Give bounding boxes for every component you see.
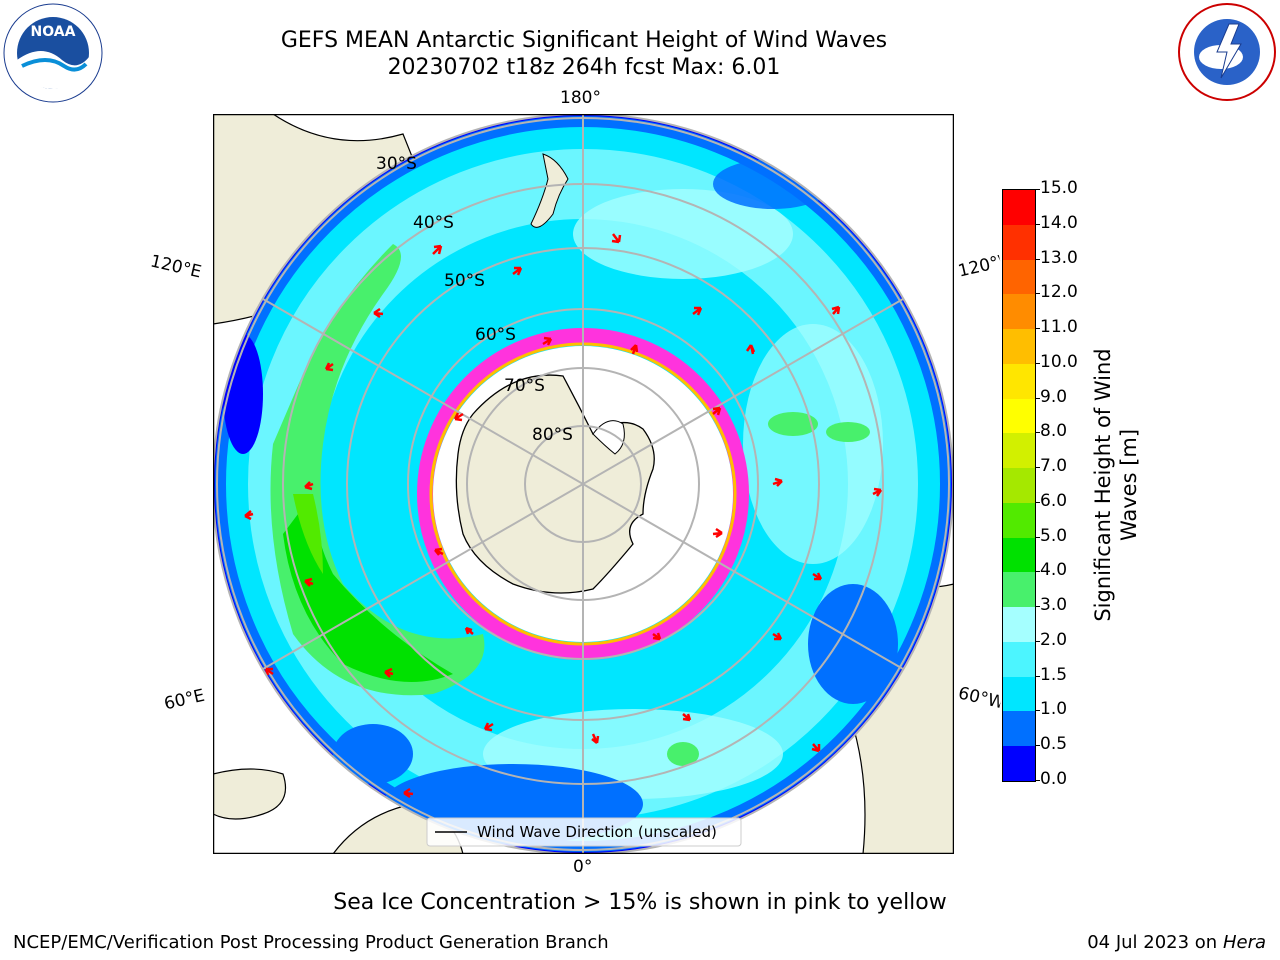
colorbar-tick-label: 14.0 [1040, 212, 1078, 233]
colorbar-tick-label: 0.0 [1040, 769, 1068, 789]
colorbar-segment [1003, 641, 1035, 677]
colorbar-segment [1003, 468, 1035, 503]
colorbar-tick-mark [1035, 432, 1040, 434]
colorbar-tick-label: 4.0 [1040, 560, 1068, 581]
colorbar-tick-mark [1035, 223, 1040, 225]
colorbar-tick-label: 6.0 [1040, 490, 1068, 511]
footer-date: 04 Jul 2023 on Hera [1087, 932, 1266, 953]
colorbar-tick-label: 5.0 [1040, 525, 1068, 546]
sea-ice-footnote: Sea Ice Concentration > 15% is shown in … [333, 890, 947, 915]
colorbar-segment [1003, 537, 1035, 573]
colorbar-segment [1003, 398, 1035, 434]
colorbar-segment [1003, 676, 1035, 712]
footer-credit: NCEP/EMC/Verification Post Processing Pr… [13, 932, 609, 953]
colorbar-segment [1003, 190, 1035, 225]
footer-date-text: 04 Jul 2023 on [1087, 932, 1223, 953]
colorbar-segment [1003, 502, 1035, 538]
lat-label-50s: 50°S [444, 271, 485, 291]
chart-title: GEFS MEAN Antarctic Significant Height o… [0, 27, 1168, 81]
lon-label-0: 0° [573, 857, 593, 877]
lat-label-70s: 70°S [504, 376, 545, 396]
colorbar-tick-label: 12.0 [1040, 282, 1078, 303]
colorbar-tick-mark [1035, 362, 1040, 364]
lon-label-120e: 120°E [148, 251, 204, 283]
colorbar-tick-label: 9.0 [1040, 386, 1068, 407]
colorbar-tick-label: 0.5 [1040, 734, 1068, 755]
colorbar-tick-mark [1035, 293, 1040, 295]
colorbar-label-line-1: Significant Height of Wind [1091, 348, 1115, 622]
colorbar-segment [1003, 746, 1035, 781]
lat-label-40s: 40°S [413, 213, 454, 233]
polar-map: 30°S 40°S 50°S 60°S 70°S 80°S Wind Wave … [213, 114, 954, 854]
footer-host: Hera [1222, 932, 1266, 953]
colorbar-tick-label: 11.0 [1040, 317, 1078, 338]
lat-label-30s: 30°S [376, 154, 417, 174]
colorbar-tick-mark [1035, 328, 1040, 330]
colorbar-tick-mark [1035, 189, 1040, 190]
lat-label-80s: 80°S [532, 425, 573, 445]
colorbar-tick-label: 13.0 [1040, 247, 1078, 268]
colorbar-segment [1003, 224, 1035, 260]
colorbar-tick-mark [1035, 675, 1040, 677]
colorbar-tick-mark [1035, 640, 1040, 642]
colorbar-tick-mark [1035, 571, 1040, 573]
colorbar-segment [1003, 329, 1035, 364]
colorbar [1002, 189, 1036, 782]
colorbar-tick-mark [1035, 710, 1040, 712]
title-line-2: 20230702 t18z 264h fcst Max: 6.01 [387, 55, 781, 80]
legend-label: Wind Wave Direction (unscaled) [477, 823, 717, 841]
colorbar-tick-mark [1035, 606, 1040, 608]
colorbar-tick-mark [1035, 501, 1040, 503]
colorbar-tick-mark [1035, 258, 1040, 260]
lon-label-180: 180° [560, 88, 601, 108]
colorbar-segment [1003, 433, 1035, 469]
colorbar-tick-label: 2.0 [1040, 629, 1068, 650]
colorbar-segment [1003, 572, 1035, 608]
colorbar-tick-label: 15.0 [1040, 178, 1078, 198]
colorbar-segment [1003, 363, 1035, 399]
colorbar-tick-mark [1035, 745, 1040, 747]
colorbar-tick-label: 3.0 [1040, 595, 1068, 616]
colorbar-segment [1003, 259, 1035, 295]
title-line-1: GEFS MEAN Antarctic Significant Height o… [280, 28, 888, 53]
svg-text:NOAA: NOAA [31, 24, 76, 40]
nws-logo [1177, 2, 1277, 102]
colorbar-segment [1003, 711, 1035, 747]
colorbar-tick-label: 1.5 [1040, 664, 1068, 685]
wind-arrows [244, 233, 883, 799]
colorbar-tick-mark [1035, 397, 1040, 399]
colorbar-label-line-2: Waves [m] [1117, 428, 1141, 542]
colorbar-tick-label: 10.0 [1040, 351, 1078, 372]
lat-label-60s: 60°S [475, 325, 516, 345]
colorbar-segment [1003, 294, 1035, 330]
lon-label-120w: 120°W [956, 252, 1003, 282]
colorbar-segment [1003, 607, 1035, 642]
colorbar-tick-label: 1.0 [1040, 699, 1068, 720]
colorbar-tick-mark [1035, 467, 1040, 469]
colorbar-label: Significant Height of Wind Waves [m] [1090, 348, 1142, 621]
colorbar-tick-label: 8.0 [1040, 421, 1068, 442]
colorbar-tick-mark [1035, 780, 1040, 781]
colorbar-tick-label: 7.0 [1040, 456, 1068, 477]
colorbar-tick-mark [1035, 536, 1040, 538]
noaa-logo: NOAA [2, 2, 104, 104]
map-legend: Wind Wave Direction (unscaled) [426, 817, 742, 847]
lon-label-60w: 60°W [956, 683, 1003, 713]
lon-label-60e: 60°E [162, 685, 207, 715]
